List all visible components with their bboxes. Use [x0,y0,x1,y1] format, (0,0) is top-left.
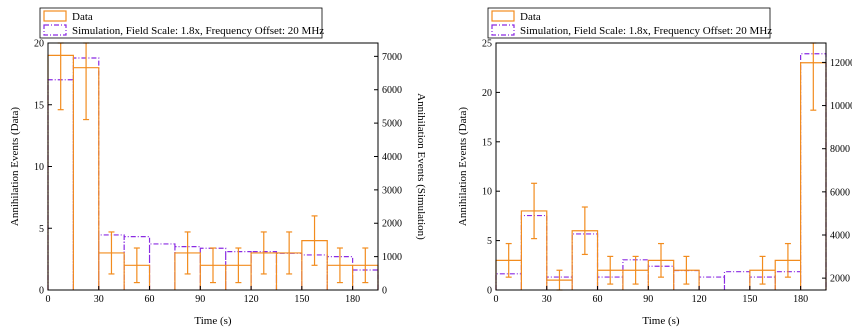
y-right-tick-label: 1000 [382,252,402,263]
y-left-tick-label: 20 [482,88,492,99]
x-tick-label: 90 [643,294,653,305]
y-right-tick-label: 12000 [830,58,852,69]
legend-label-simulation: Simulation, Field Scale: 1.8x, Frequency… [72,25,324,37]
y-left-tick-label: 10 [34,162,44,173]
legend-swatch-data [43,10,67,22]
y-right-tick-label: 4000 [382,152,402,163]
x-tick-label: 150 [742,294,757,305]
y-right-tick-label: 8000 [830,144,850,155]
y-right-tick-label: 2000 [830,274,850,285]
y-right-tick-label: 6000 [830,187,850,198]
x-tick-label: 90 [195,294,205,305]
legend: Data Simulation, Field Scale: 1.8x, Frequ… [487,7,772,39]
x-tick-label: 180 [345,294,360,305]
y-right-tick-label: 7000 [382,52,402,63]
y-left-axis-label: Annihilation Events (Data) [457,107,469,226]
x-tick-label: 150 [294,294,309,305]
y-right-tick-label: 4000 [830,230,850,241]
chart-1: 0 30 60 90 120 150 180 0 5 10 15 20 0 1000 2000 3000 400… [9,7,427,327]
y-left-tick-label: 25 [482,39,492,50]
y-left-tick-label: 0 [39,286,44,297]
legend: Data Simulation, Field Scale: 1.8x, Frequ… [39,7,324,39]
x-tick-label: 30 [94,294,104,305]
y-right-tick-label: 5000 [382,119,402,130]
y-left-tick-label: 5 [39,224,44,235]
y-right-tick-label: 0 [382,286,387,297]
y-right-tick-label: 10000 [830,101,852,112]
x-tick-label: 60 [145,294,155,305]
x-tick-label: 120 [244,294,259,305]
x-tick-label: 60 [593,294,603,305]
x-tick-label: 180 [793,294,808,305]
x-tick-label: 30 [542,294,552,305]
x-axis-label: Time (s) [194,315,232,327]
legend-swatch-simulation [491,24,515,36]
y-left-tick-label: 15 [34,100,44,111]
plot-frame [495,42,827,291]
y-left-tick-label: 15 [482,137,492,148]
x-tick-label: 0 [494,294,499,305]
legend-label-data: Data [72,11,93,23]
chart-2: 0 30 60 90 120 150 180 0 5 10 15 20 25 2000 4000 6000 80… [457,7,852,327]
y-right-tick-label: 2000 [382,219,402,230]
y-left-axis-label: Annihilation Events (Data) [9,107,21,226]
y-right-tick-label: 6000 [382,85,402,96]
legend-box [39,7,323,39]
x-axis-label: Time (s) [642,315,680,327]
legend-label-data: Data [520,11,541,23]
x-tick-label: 0 [46,294,51,305]
legend-swatch-simulation [43,24,67,36]
y-right-tick-label: 3000 [382,185,402,196]
x-tick-label: 120 [692,294,707,305]
y-left-tick-label: 5 [487,236,492,247]
y-left-tick-label: 0 [487,286,492,297]
legend-label-simulation: Simulation, Field Scale: 1.8x, Frequency… [520,25,772,37]
y-right-axis-label: Annihilation Events (Simulation) [415,93,427,240]
y-left-tick-label: 20 [34,39,44,50]
y-left-tick-label: 10 [482,187,492,198]
legend-swatch-data [491,10,515,22]
legend-box [487,7,771,39]
